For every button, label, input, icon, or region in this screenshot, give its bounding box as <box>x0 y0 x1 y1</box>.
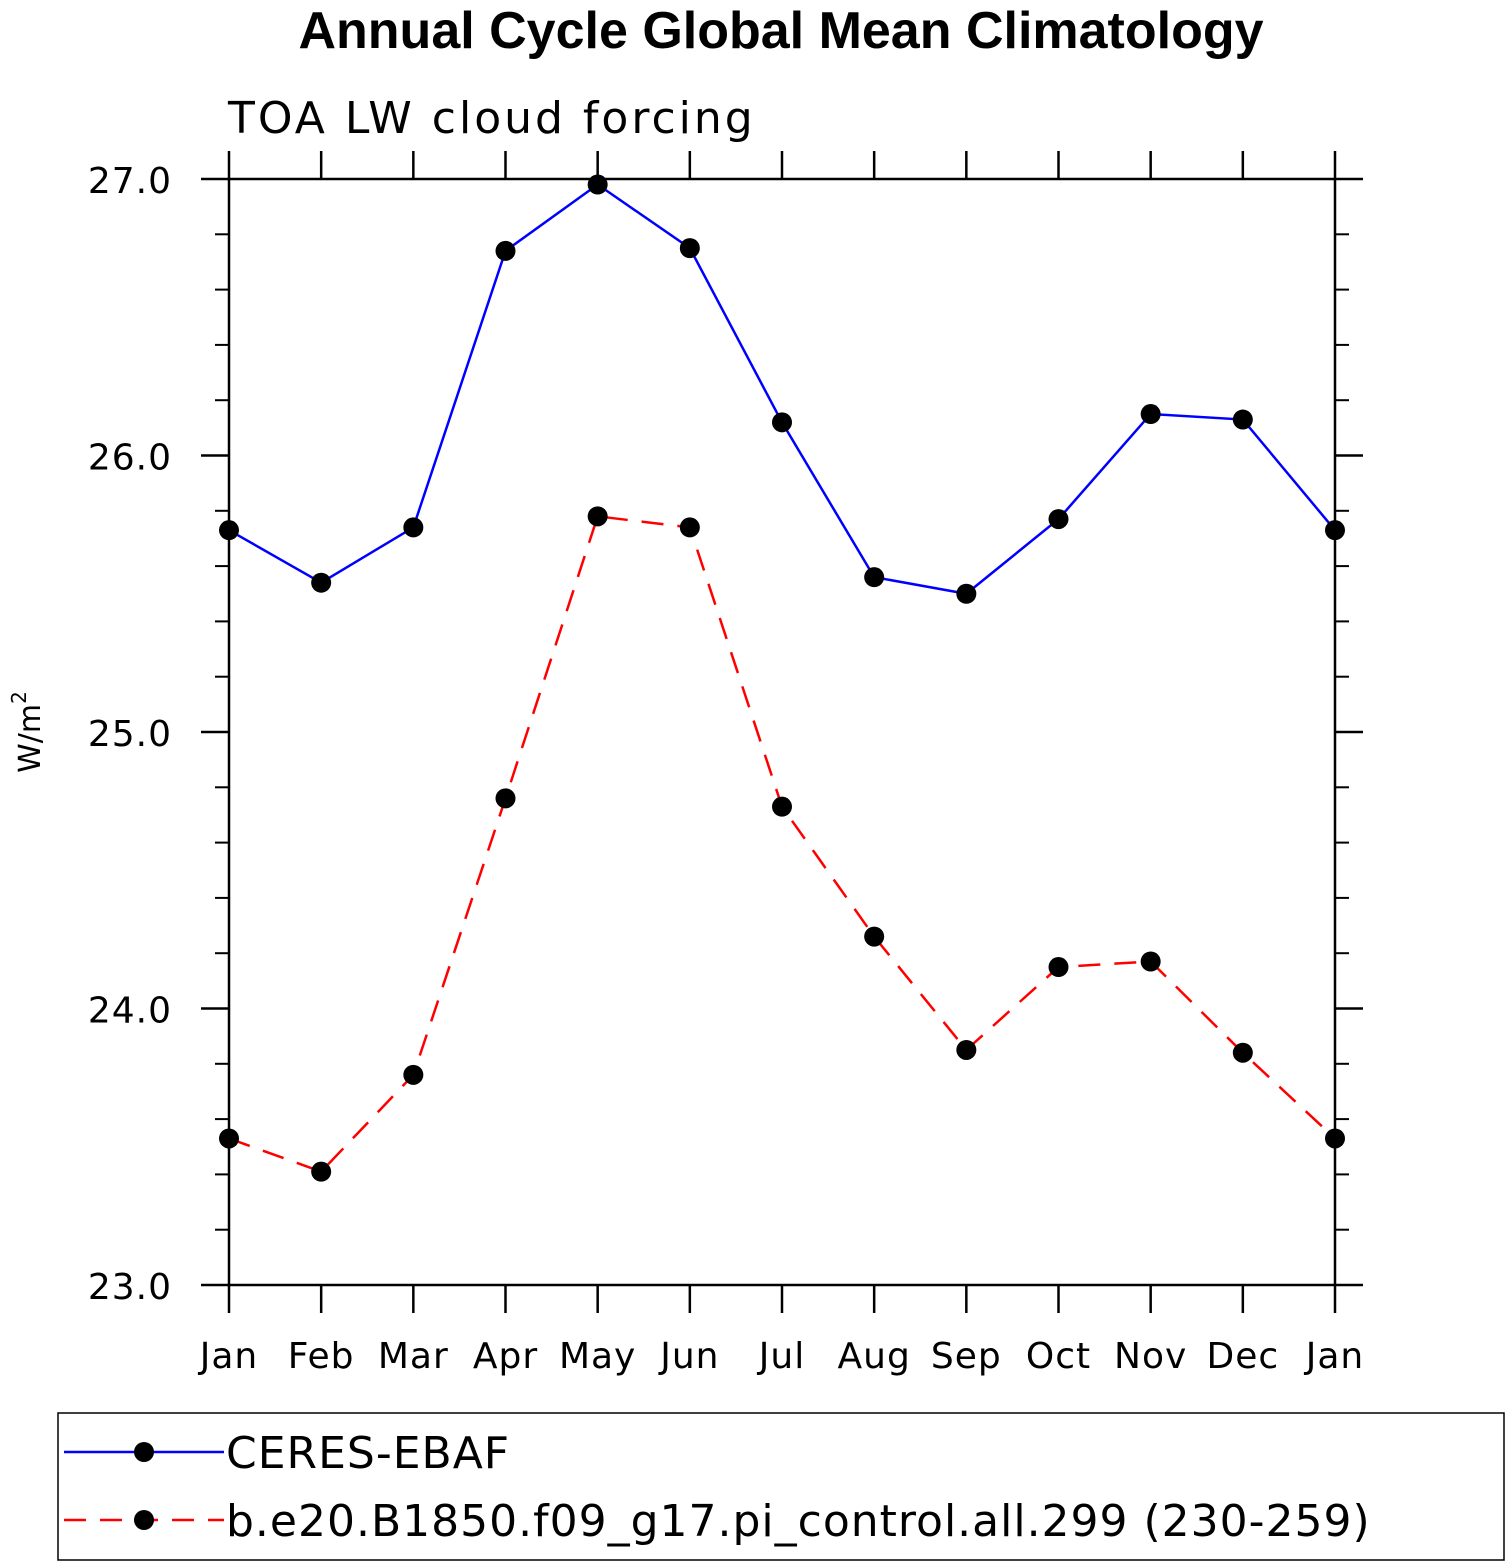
series-1 <box>219 174 1345 604</box>
legend-marker <box>134 1510 154 1530</box>
data-point <box>495 240 516 261</box>
legend-label: CERES-EBAF <box>226 1428 510 1479</box>
data-point <box>864 926 885 947</box>
data-point <box>679 517 700 538</box>
data-point <box>403 1064 424 1085</box>
data-point <box>772 412 792 433</box>
y-tick-label: 27.0 <box>88 161 172 202</box>
series-2 <box>219 506 1345 1182</box>
chart-subtitle: TOA LW cloud forcing <box>227 93 756 144</box>
svg-text:W/m2: W/m2 <box>7 691 48 773</box>
data-point <box>772 796 792 817</box>
y-axis-label-text: W/m <box>13 704 48 773</box>
data-point <box>403 517 424 538</box>
series-line <box>228 514 1336 1174</box>
x-tick-label: Mar <box>378 1336 449 1377</box>
data-point <box>1232 409 1253 430</box>
data-point <box>1232 1042 1253 1063</box>
x-tick-label: Sep <box>931 1336 1002 1377</box>
x-tick-label: Apr <box>473 1336 538 1377</box>
x-tick-label: Aug <box>838 1336 911 1377</box>
x-tick-label: Jan <box>1304 1336 1365 1377</box>
y-tick-label: 26.0 <box>88 438 172 479</box>
data-point <box>956 1039 977 1060</box>
legend-box <box>57 1412 1505 1561</box>
data-point <box>1048 509 1069 530</box>
x-tick-label: Nov <box>1114 1336 1187 1377</box>
legend-entry-1: CERES-EBAF <box>64 1428 510 1479</box>
legend-entry-2: b.e20.B1850.f09_g17.pi_control.all.299 (… <box>64 1496 1371 1547</box>
legend-label: b.e20.B1850.f09_g17.pi_control.all.299 (… <box>226 1496 1371 1547</box>
plot-frame <box>227 177 1337 1287</box>
x-tick-label: Jan <box>198 1336 259 1377</box>
data-point <box>311 572 332 593</box>
series-line <box>228 183 1336 596</box>
y-tick-label: 23.0 <box>88 1267 172 1308</box>
y-tick-label: 25.0 <box>88 714 172 755</box>
data-point <box>311 1161 332 1182</box>
data-point <box>1140 404 1161 425</box>
plot-series <box>219 174 1345 1182</box>
legend: CERES-EBAF b.e20.B1850.f09_g17.pi_control… <box>64 1428 1371 1547</box>
data-point <box>219 1128 239 1149</box>
x-tick-label: Feb <box>288 1336 355 1377</box>
chart-title: Annual Cycle Global Mean Climatology <box>298 2 1263 60</box>
data-point <box>864 567 885 588</box>
y-axis-label-superscript: 2 <box>7 691 31 704</box>
data-point <box>587 506 608 527</box>
data-point <box>679 238 700 259</box>
x-tick-label: Jun <box>658 1336 719 1377</box>
data-point <box>495 788 516 809</box>
data-point <box>219 520 239 541</box>
y-axis-label: W/m2 <box>7 691 48 773</box>
data-point <box>1048 957 1069 978</box>
data-point <box>1140 951 1161 972</box>
x-tick-label: Oct <box>1026 1336 1091 1377</box>
data-point <box>956 583 977 604</box>
data-point <box>1325 1128 1345 1149</box>
x-tick-label: Jul <box>757 1336 805 1377</box>
data-point <box>587 174 608 195</box>
data-point <box>1325 520 1345 541</box>
axes: Jan Feb Mar Apr May Jun Jul Aug Sep Oct Nov Dec Jan 2… <box>88 151 1365 1377</box>
y-tick-label: 24.0 <box>88 991 172 1032</box>
x-tick-label: Dec <box>1206 1336 1279 1377</box>
legend-marker <box>134 1442 154 1462</box>
x-tick-label: May <box>559 1336 636 1377</box>
